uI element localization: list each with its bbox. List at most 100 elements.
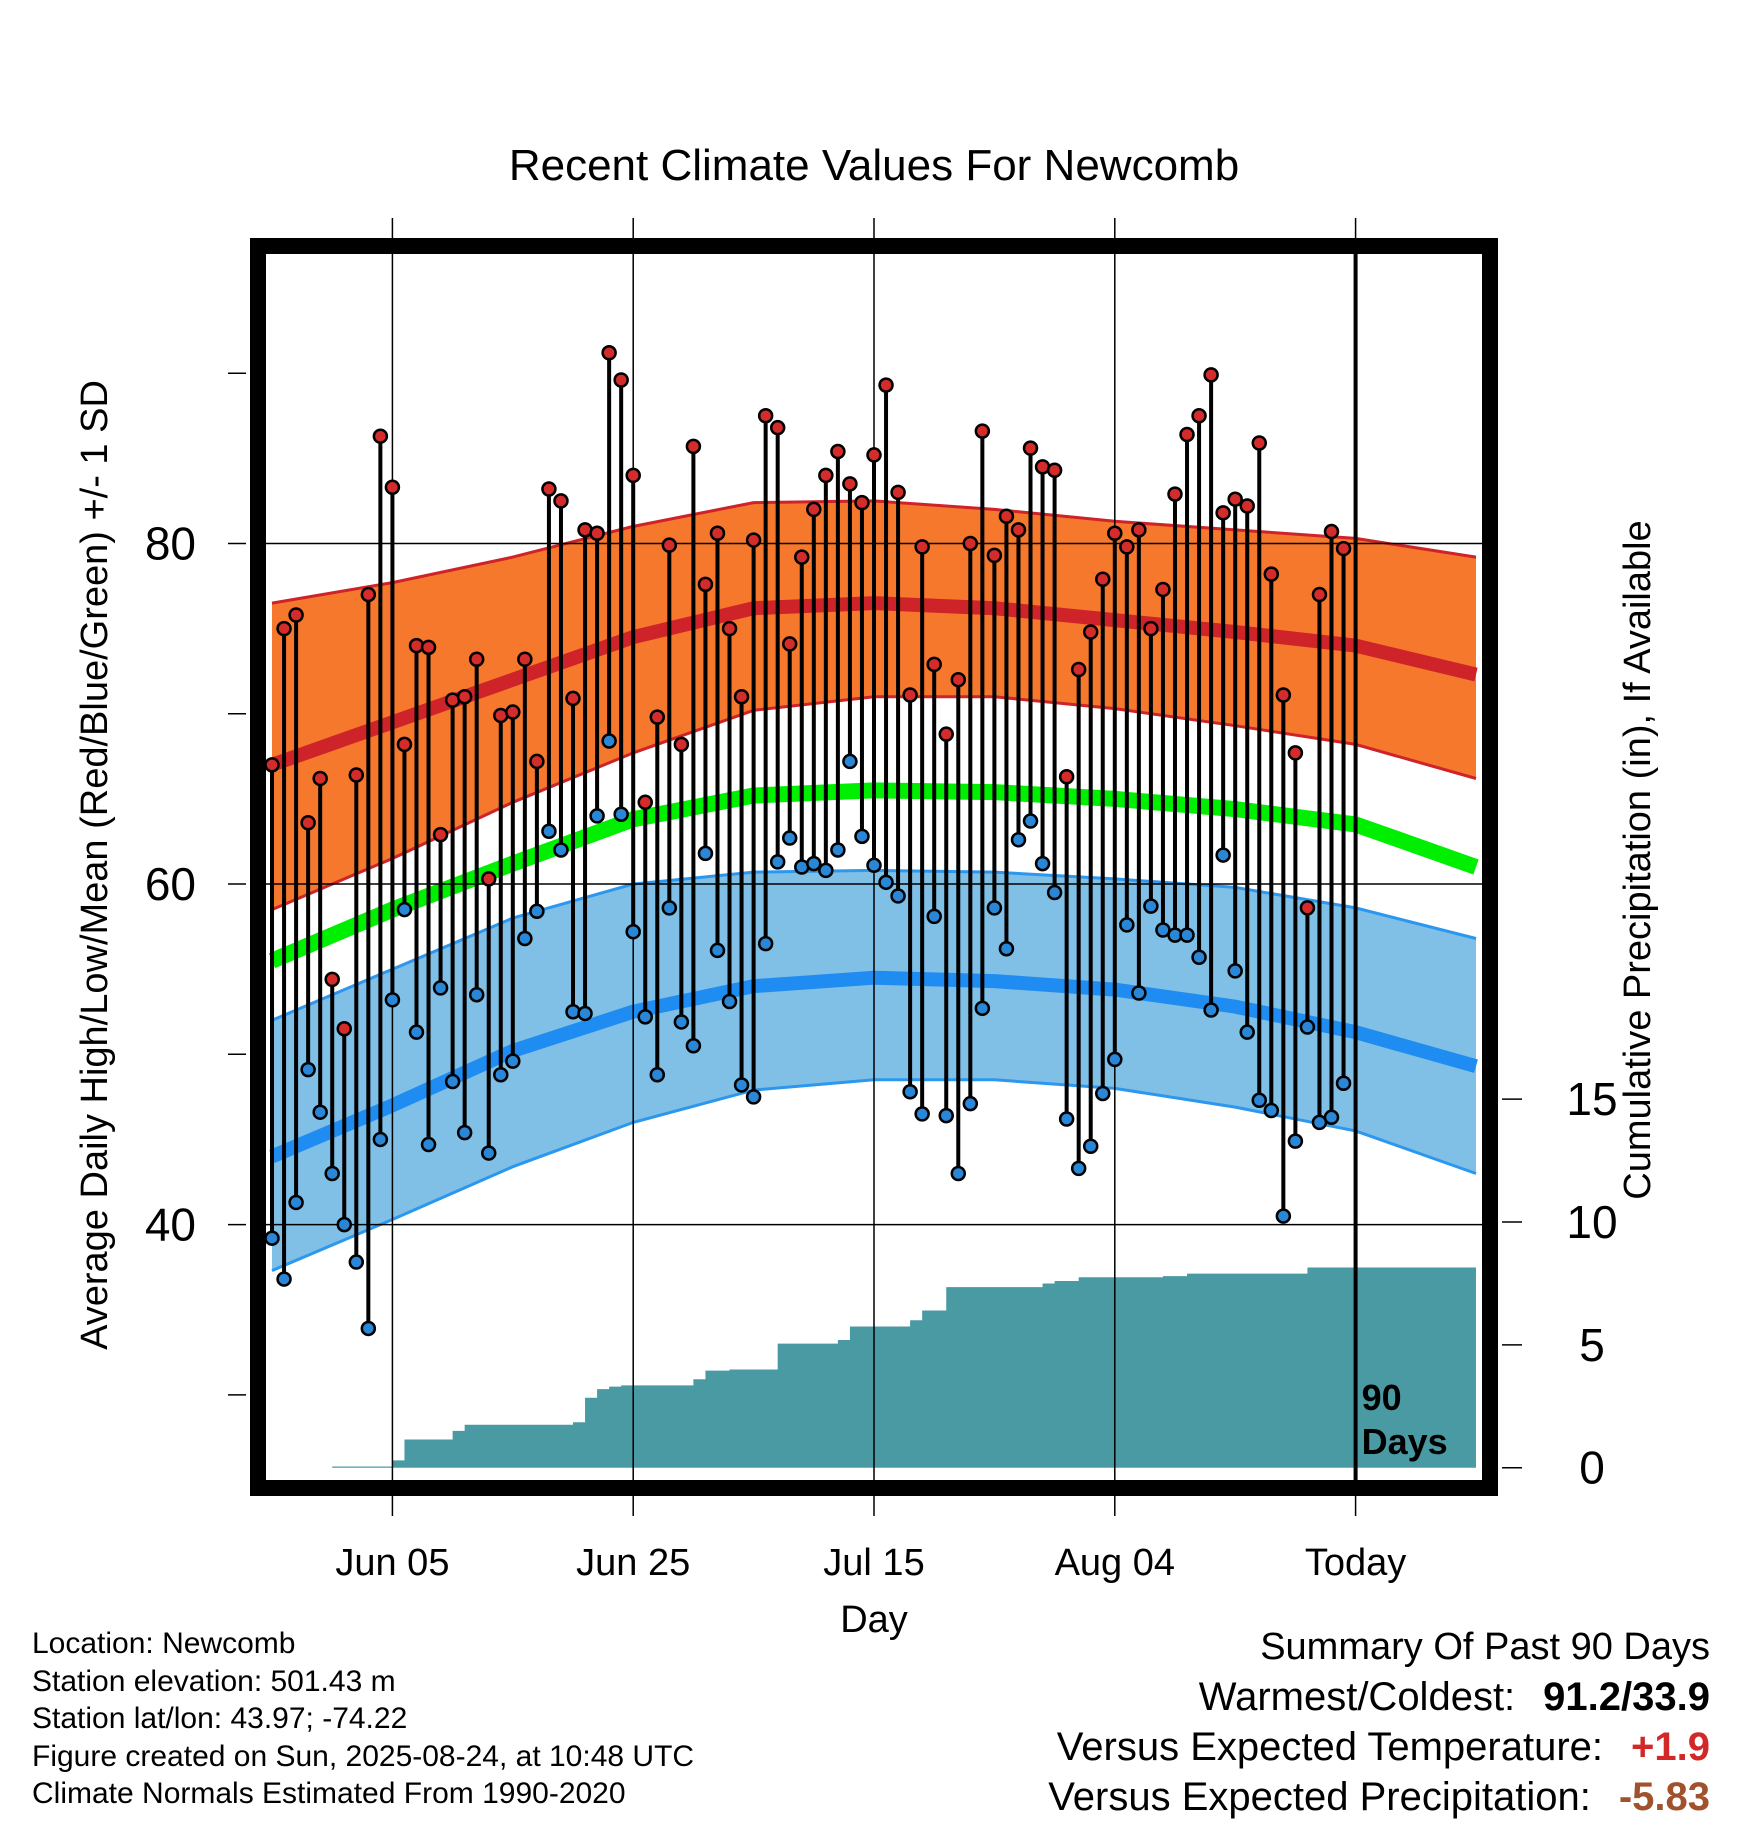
daily-low-point <box>950 1165 967 1182</box>
daily-high-point <box>769 419 786 436</box>
precip-area <box>332 1267 1476 1468</box>
daily-low-point <box>733 1077 750 1093</box>
daily-low-point <box>1203 1002 1219 1018</box>
daily-low-point <box>1131 985 1147 1001</box>
daily-low-point <box>348 1254 365 1270</box>
daily-high-point <box>541 481 557 497</box>
today-days-label: 90 Days <box>1362 1377 1448 1462</box>
daily-low-point <box>288 1194 304 1211</box>
daily-high-point <box>1155 581 1171 598</box>
daily-high-point <box>806 501 822 518</box>
daily-low-point <box>938 1107 954 1124</box>
y2-tick-label: 0 <box>1579 1442 1605 1494</box>
warmest-label: Warmest/Coldest: <box>1198 1675 1516 1719</box>
daily-high-point <box>1287 745 1304 761</box>
plot-frame <box>250 238 1498 1496</box>
summary-temp-row: Versus Expected Temperature: +1.9 <box>1048 1722 1710 1772</box>
daily-low-point <box>902 1084 918 1100</box>
location-text: Location: Newcomb <box>32 1627 296 1660</box>
daily-low-point <box>1287 1133 1304 1149</box>
daily-high-point <box>950 671 967 688</box>
daily-high-point <box>1227 491 1243 507</box>
daily-low-point <box>360 1320 377 1337</box>
daily-low-point <box>589 808 605 824</box>
daily-high-point <box>1323 523 1340 540</box>
daily-high-point <box>733 688 750 705</box>
daily-high-point <box>709 525 726 542</box>
daily-low-point <box>276 1271 292 1287</box>
y-tick-label: 80 <box>145 517 196 569</box>
daily-high-point <box>1119 539 1135 555</box>
chart-title: Recent Climate Values For Newcomb <box>509 141 1239 190</box>
daily-high-point <box>625 467 641 484</box>
daily-low-point <box>806 855 822 872</box>
daily-high-point <box>794 549 810 565</box>
daily-low-point <box>890 888 906 904</box>
daily-high-point <box>360 586 377 603</box>
daily-low-point <box>505 1053 521 1069</box>
y2-tick-label: 5 <box>1579 1319 1605 1371</box>
daily-low-point <box>529 903 545 920</box>
daily-low-point <box>685 1038 702 1054</box>
daily-low-point <box>781 830 798 846</box>
daily-low-point <box>384 992 401 1008</box>
daily-high-point <box>721 620 738 637</box>
daily-low-point <box>842 753 858 770</box>
daily-high-point <box>649 709 666 725</box>
daily-high-point <box>480 871 497 887</box>
daily-low-point <box>1191 949 1207 965</box>
daily-high-point <box>420 639 437 656</box>
daily-low-point <box>878 874 894 891</box>
daily-low-point <box>420 1136 437 1153</box>
daily-low-point <box>456 1124 473 1141</box>
daily-high-point <box>529 753 545 770</box>
daily-high-point <box>372 428 389 444</box>
daily-low-point <box>1239 1024 1255 1040</box>
daily-high-point <box>505 704 521 720</box>
daily-high-point <box>914 539 930 555</box>
daily-high-point <box>926 656 942 673</box>
daily-low-point <box>926 908 942 925</box>
daily-low-point <box>1082 1138 1099 1155</box>
daily-high-point <box>589 525 605 542</box>
daily-low-point <box>1275 1208 1292 1224</box>
daily-high-point <box>312 770 328 787</box>
summary-precip-row: Versus Expected Precipitation: -5.83 <box>1048 1772 1710 1822</box>
daily-high-point <box>1215 505 1231 521</box>
daily-low-point <box>649 1066 666 1083</box>
daily-high-point <box>745 532 762 548</box>
daily-high-point <box>1058 769 1075 785</box>
daily-low-point <box>1299 1019 1316 1035</box>
daily-high-point <box>324 971 340 988</box>
daily-low-point <box>721 993 738 1010</box>
daily-low-point <box>1323 1109 1340 1126</box>
daily-high-point <box>1010 522 1027 538</box>
y-axis-label: Average Daily High/Low/Mean (Red/Blue/Gr… <box>74 380 116 1350</box>
daily-high-point <box>1203 367 1219 383</box>
x-tick-label: Jun 25 <box>576 1542 690 1584</box>
daily-high-point <box>878 377 894 393</box>
daily-low-point <box>1215 847 1231 863</box>
daily-high-point <box>842 476 858 492</box>
daily-high-point <box>685 438 702 455</box>
daily-low-point <box>1022 813 1039 829</box>
daily-low-point <box>444 1073 461 1090</box>
daily-high-point <box>601 345 617 361</box>
precip-value: -5.83 <box>1618 1775 1710 1819</box>
daily-high-point <box>673 736 690 753</box>
y-tick-label: 40 <box>145 1199 196 1251</box>
daily-high-point <box>1131 522 1147 538</box>
daily-low-point <box>1095 1085 1111 1102</box>
daily-low-point <box>553 842 569 858</box>
daily-high-point <box>1022 440 1039 456</box>
x-tick-label: Today <box>1305 1542 1406 1584</box>
daily-high-point <box>266 757 280 773</box>
daily-high-point <box>1299 900 1316 916</box>
daily-low-point <box>312 1104 328 1120</box>
daily-high-point <box>1251 435 1268 451</box>
daily-high-point <box>1070 661 1087 678</box>
daily-low-point <box>625 923 641 940</box>
daily-low-point <box>266 1230 280 1246</box>
daily-low-point <box>661 900 678 916</box>
daily-high-point <box>613 372 629 388</box>
